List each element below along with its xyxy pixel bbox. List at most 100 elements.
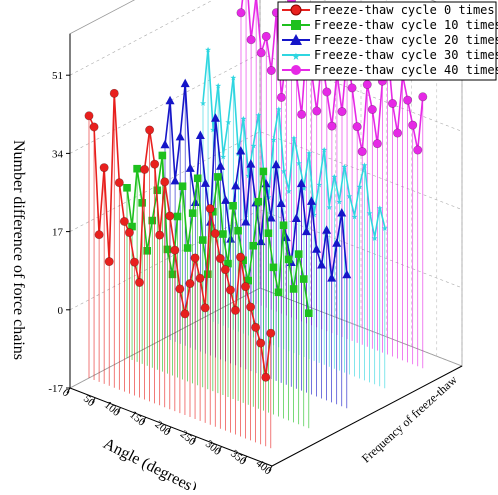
- data-point: [367, 105, 377, 115]
- data-point: [342, 269, 352, 279]
- data-point: ★: [245, 169, 252, 182]
- data-point: ★: [250, 138, 257, 151]
- data-point: [185, 279, 195, 289]
- data-point: [200, 303, 210, 313]
- data-point: [140, 164, 150, 174]
- data-point: [99, 163, 109, 173]
- data-point: [163, 245, 172, 254]
- data-point: ★: [220, 150, 227, 163]
- data-point: [180, 78, 190, 88]
- legend-label-0: Freeze-thaw cycle 0 times: [314, 3, 495, 17]
- x-tick: [91, 397, 96, 404]
- data-point: [312, 244, 321, 253]
- data-point: [133, 164, 141, 173]
- data-point: [276, 92, 286, 102]
- data-point: [138, 199, 146, 207]
- data-point: [236, 146, 246, 155]
- data-point: [327, 273, 337, 282]
- data-point: [185, 163, 195, 172]
- z-axis-title: Number difference of force chains: [10, 140, 27, 360]
- data-point: [216, 161, 226, 170]
- data-point: [259, 167, 268, 176]
- data-point: [220, 265, 230, 275]
- data-point: [291, 213, 301, 222]
- data-point: ★: [215, 79, 222, 92]
- x-tick: [167, 426, 172, 433]
- x-tick-label: 50: [81, 393, 98, 410]
- data-point: ★: [346, 189, 353, 202]
- data-point: [372, 139, 382, 149]
- legend-label-2: Freeze-thaw cycle 20 times: [314, 33, 498, 47]
- data-point: [413, 145, 423, 155]
- data-point: [337, 107, 347, 117]
- data-point: ★: [225, 115, 232, 128]
- data-point: ★: [306, 146, 313, 159]
- data-point: ★: [366, 206, 373, 219]
- data-point: [271, 159, 281, 169]
- data-point: [168, 270, 177, 279]
- legend-item-4: Freeze-thaw cycle 40 times: [282, 63, 498, 77]
- series-line-3: [202, 48, 386, 238]
- data-point: [393, 128, 403, 138]
- data-point: [294, 250, 303, 258]
- svg-text:★: ★: [292, 48, 301, 64]
- data-point: [129, 257, 139, 267]
- data-point: [224, 259, 232, 268]
- data-point: ★: [311, 208, 318, 221]
- data-point: [317, 260, 327, 269]
- x-tick: [66, 387, 71, 394]
- data-point: ★: [265, 190, 272, 203]
- data-point: [327, 121, 337, 131]
- data-point: ★: [361, 158, 368, 171]
- data-point: [269, 263, 278, 272]
- data-point: [408, 120, 418, 130]
- series-1: [123, 151, 313, 429]
- data-point: ★: [291, 131, 298, 144]
- data-point: [337, 208, 347, 217]
- data-point: [403, 95, 413, 105]
- data-point: [322, 87, 332, 97]
- data-point: [322, 225, 332, 234]
- y-axis-title: Frequency of freeze-thaw: [359, 372, 460, 465]
- data-point: [165, 211, 175, 221]
- data-point: [124, 228, 134, 238]
- legend-label-4: Freeze-thaw cycle 40 times: [314, 63, 498, 77]
- data-point: [246, 159, 256, 168]
- data-point: [229, 201, 237, 210]
- data-point: [305, 309, 313, 317]
- legend-item-0: Freeze-thaw cycle 0 times: [282, 3, 495, 17]
- data-point: ★: [210, 123, 217, 136]
- data-point: [332, 238, 342, 247]
- data-point: ★: [316, 177, 323, 190]
- data-point: [266, 328, 276, 338]
- data-point: [221, 195, 231, 204]
- data-point: [123, 184, 131, 192]
- legend-item-2: Freeze-thaw cycle 20 times: [282, 33, 498, 47]
- data-point: [261, 372, 271, 382]
- legend-item-1: Freeze-thaw cycle 10 times: [282, 18, 498, 32]
- data-point: [241, 217, 251, 226]
- data-point: [211, 113, 220, 122]
- data-point: [281, 232, 291, 242]
- data-point: [276, 198, 286, 207]
- data-point: [160, 139, 170, 149]
- data-point: ★: [240, 111, 247, 124]
- data-point: [128, 222, 136, 231]
- data-point: ★: [326, 200, 333, 213]
- data-point: [347, 83, 357, 93]
- data-point: ★: [331, 170, 338, 183]
- data-point: [175, 131, 185, 141]
- data-point: [175, 284, 185, 294]
- legend: Freeze-thaw cycle 0 times Freeze-thaw cy…: [277, 1, 498, 81]
- data-point: [241, 282, 251, 292]
- data-point: [205, 204, 215, 214]
- data-point: [296, 178, 306, 188]
- data-point: ★: [371, 231, 378, 244]
- z-tick-label: 17: [52, 227, 64, 239]
- data-point: [279, 221, 288, 230]
- legend-label-3: Freeze-thaw cycle 30 times: [314, 48, 498, 62]
- series-0: [84, 88, 276, 449]
- data-point: [214, 173, 222, 181]
- data-point: [225, 285, 235, 295]
